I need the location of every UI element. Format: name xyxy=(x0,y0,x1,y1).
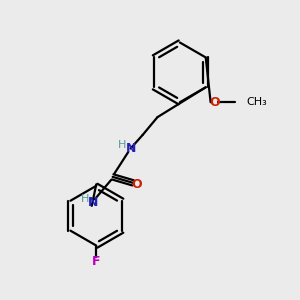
Text: H: H xyxy=(81,194,89,204)
Text: O: O xyxy=(131,178,142,191)
Text: N: N xyxy=(88,196,98,209)
Text: CH₃: CH₃ xyxy=(247,97,267,107)
Text: O: O xyxy=(209,96,220,109)
Text: N: N xyxy=(125,142,136,155)
Text: F: F xyxy=(92,256,100,268)
Text: H: H xyxy=(118,140,126,150)
